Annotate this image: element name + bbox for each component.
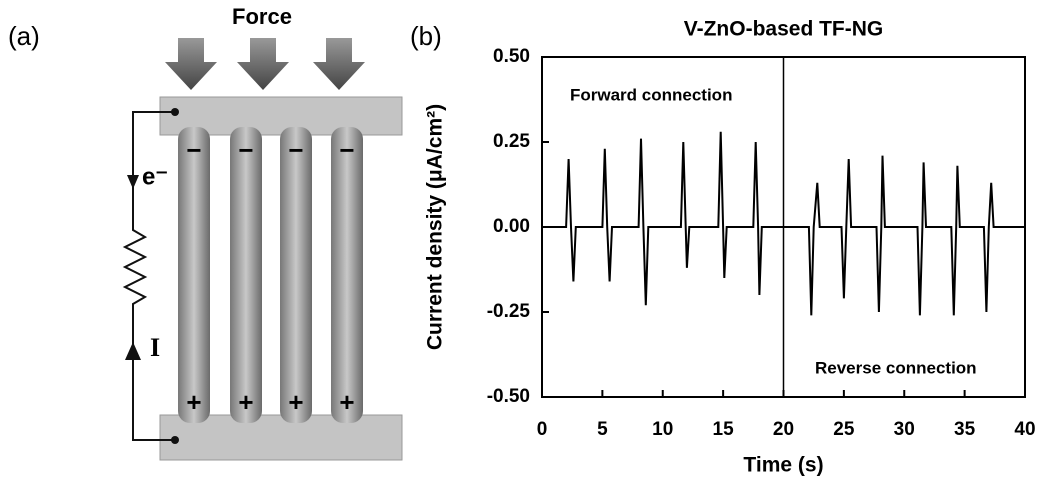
x-tick-label: 0 [537, 419, 548, 440]
force-arrows [165, 38, 365, 90]
x-axis-label: Time (s) [743, 454, 823, 477]
y-tick-label: 0.25 [493, 131, 530, 152]
charge-sign: + [238, 387, 253, 417]
y-axis-label: Current density (μA/cm²) [424, 104, 447, 350]
x-tick-label: 10 [652, 419, 673, 440]
y-tick-label: -0.25 [487, 301, 531, 322]
circuit-wire [122, 111, 175, 441]
charge-sign: − [288, 135, 303, 165]
panel-label: (b) [410, 21, 442, 51]
annotation: Reverse connection [815, 358, 977, 377]
rod [178, 127, 210, 423]
diagram: Force e⁻ I − − − − + + + + [122, 4, 403, 461]
y-tick-label: -0.50 [487, 386, 530, 407]
x-tick-label: 40 [1014, 419, 1035, 440]
chart-title: V-ZnO-based TF-NG [684, 18, 884, 41]
charge-sign: + [339, 387, 354, 417]
x-tick-label: 25 [833, 419, 855, 440]
plot-frame [541, 56, 1026, 398]
x-tick-label: 30 [894, 419, 915, 440]
x-tick-label: 35 [954, 419, 976, 440]
rod [230, 127, 262, 423]
annotation: Forward connection [570, 85, 732, 104]
charge-sign: + [186, 387, 201, 417]
charge-sign: − [186, 135, 201, 165]
force-label: Force [232, 4, 292, 29]
y-tick-label: 0.00 [493, 216, 530, 237]
x-tick-label: 15 [713, 419, 735, 440]
panel-label: (a) [8, 21, 40, 51]
rod [331, 127, 363, 423]
electron-label: e⁻ [142, 163, 168, 190]
rod [280, 127, 312, 423]
chart: V-ZnO-based TF-NG Time (s) Current density… [424, 18, 1036, 477]
charge-sign: − [238, 135, 253, 165]
y-tick-label: 0.50 [493, 46, 530, 67]
charge-sign: + [288, 387, 303, 417]
charge-sign: − [339, 135, 354, 165]
x-tick-label: 20 [773, 419, 794, 440]
data-line [542, 131, 1025, 316]
x-tick-label: 5 [597, 419, 608, 440]
current-label: I [150, 333, 160, 362]
